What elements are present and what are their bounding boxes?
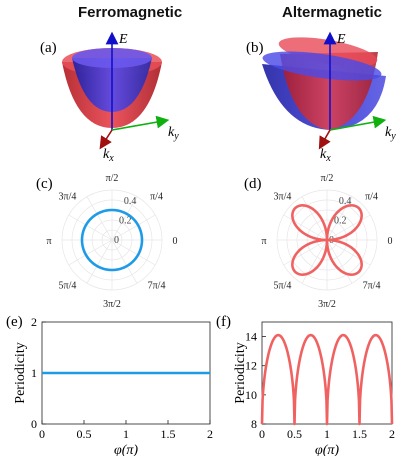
polar-grid-spoke [111, 196, 138, 241]
polar-grid-spoke [86, 239, 113, 284]
polar-angle-label: 3π/4 [274, 191, 292, 202]
polar-angle-label: 7π/4 [148, 281, 166, 292]
x-tick-label: 2 [207, 427, 213, 441]
polar-radius-tick-label: 0.2 [119, 216, 132, 227]
ky-axis-label: ky [168, 125, 179, 142]
polar-grid-spoke [111, 239, 156, 266]
polar-grid-spoke [86, 196, 113, 241]
ferro-band-plot: E ky kx [62, 31, 179, 164]
x-tick-label: 0 [259, 427, 265, 441]
y-tick-label: 14 [245, 330, 257, 344]
x-tick-label: 1 [324, 427, 330, 441]
polar-angle-label: 0 [388, 236, 393, 247]
altermagnetic-title: Altermagnetic [282, 4, 383, 21]
polar-grid-spoke [301, 196, 328, 241]
panel-label-d: (d) [244, 176, 262, 192]
polar-grid-spoke [326, 239, 371, 266]
polar-radius-tick-label: 0 [114, 235, 119, 246]
x-tick-label: 1 [123, 427, 129, 441]
polar-angle-label: 0 [173, 236, 178, 247]
alter-lower-band-rim [262, 51, 382, 81]
y-tick-label: 10 [245, 388, 257, 402]
alter-band-plot: E ky kx [262, 31, 396, 164]
panel-label-f: (f) [216, 314, 231, 330]
polar-grid-spoke [283, 239, 328, 266]
kx-axis-label: kx [320, 147, 331, 164]
polar-angle-label: π/4 [365, 191, 378, 202]
polar-grid-spoke [326, 239, 353, 284]
polar-grid-spoke [301, 239, 328, 284]
polar-series-curve [291, 204, 363, 276]
polar-angle-label: π [261, 236, 266, 247]
polar-grid-spoke [283, 214, 328, 241]
energy-axis-label: E [118, 32, 128, 47]
panel-label-b: (b) [246, 40, 264, 56]
polar-angle-label: 3π/2 [103, 299, 121, 310]
polar-angle-label: π [46, 236, 51, 247]
y-tick-label: 8 [251, 417, 257, 431]
x-axis-label: φ(π) [114, 443, 138, 456]
x-tick-label: 1.5 [161, 427, 176, 441]
polar-grid-spoke [68, 239, 113, 266]
y-tick-label: 0 [31, 417, 37, 431]
polar-angle-label: π/2 [321, 173, 334, 184]
y-axis-label: Periodicity [13, 342, 28, 403]
y-axis-label: Periodicity [233, 342, 248, 403]
ky-axis [111, 115, 170, 131]
polar-radius-tick-label: 0.2 [334, 216, 347, 227]
series-line [260, 333, 394, 426]
ferromagnetic-title: Ferromagnetic [78, 4, 183, 21]
polar-angle-label: 7π/4 [363, 281, 381, 292]
polar-grid-spoke [326, 214, 371, 241]
polar-angle-label: π/2 [106, 173, 119, 184]
x-tick-label: 0.5 [287, 427, 302, 441]
polar-grid-spoke [326, 196, 353, 241]
polar-series-curve [80, 208, 144, 272]
x-axis-label: φ(π) [315, 443, 339, 456]
panel-label-a: (a) [40, 40, 57, 56]
x-tick-label: 0 [39, 427, 45, 441]
kx-axis-label: kx [103, 147, 114, 164]
y-tick-label: 1 [31, 366, 37, 380]
polar-angle-label: 5π/4 [59, 281, 77, 292]
x-tick-label: 1.5 [352, 427, 367, 441]
polar-grid-spoke [111, 214, 156, 241]
x-tick-label: 2 [389, 427, 395, 441]
polar-angle-label: π/4 [150, 191, 163, 202]
alter-upper-band-rim [278, 37, 378, 67]
line-chart-alter: 0 0.5 1 1.5 2 8 10 12 14 φ(π) Periodicity [233, 321, 395, 456]
polar-grid-spoke [111, 239, 138, 284]
y-tick-label: 12 [245, 359, 257, 373]
polar-grid-spoke [68, 214, 113, 241]
polar-angle-label: 5π/4 [274, 281, 292, 292]
polar-angle-label: 3π/4 [59, 191, 77, 202]
y-tick-label: 2 [31, 315, 37, 329]
energy-axis-label: E [336, 32, 346, 47]
x-tick-label: 0.5 [77, 427, 92, 441]
kx-axis [99, 129, 113, 150]
panel-label-e: (e) [6, 314, 23, 330]
line-chart-ferro: 0 0.5 1 1.5 2 0 1 2 φ(π) Periodicity [13, 315, 213, 456]
polar-radius-tick-label: 0.4 [124, 196, 136, 207]
kx-axis [318, 129, 331, 150]
ky-axis-label: ky [385, 125, 396, 142]
polar-angle-label: 3π/2 [318, 299, 336, 310]
panel-label-c: (c) [36, 176, 53, 192]
ky-axis [329, 115, 387, 131]
polar-radius-tick-label: 0.4 [339, 196, 352, 207]
